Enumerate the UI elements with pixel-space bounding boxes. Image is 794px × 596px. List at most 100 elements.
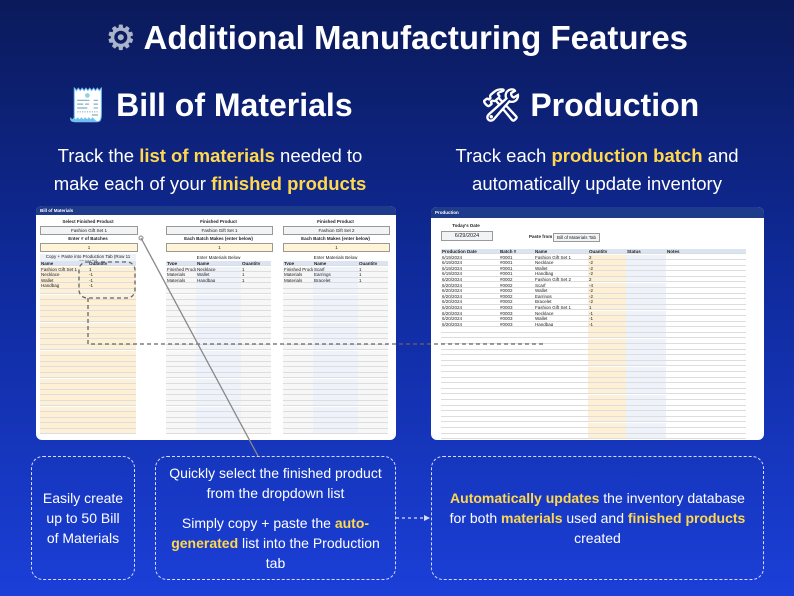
section-title: 🧾 Bill of Materials	[20, 86, 400, 124]
empty-cell	[283, 322, 313, 328]
column-header: Batch #	[499, 249, 534, 255]
empty-cell	[666, 355, 746, 361]
table-cell: -2	[588, 293, 626, 300]
table-cell: 6/19/2024	[441, 254, 499, 260]
empty-cell	[196, 378, 241, 384]
empty-cell	[534, 417, 588, 423]
empty-cell	[313, 350, 358, 356]
empty-cell	[166, 417, 196, 424]
empty-cell	[166, 361, 196, 368]
column-header: Type	[283, 261, 313, 267]
empty-cell	[313, 401, 358, 407]
empty-cell	[626, 377, 666, 384]
empty-cell	[40, 294, 88, 300]
table-cell: Wallet	[534, 265, 588, 272]
empty-cell	[666, 327, 746, 333]
empty-cell	[313, 361, 358, 368]
empty-cell	[88, 378, 136, 384]
empty-cell	[358, 401, 388, 407]
empty-cell	[626, 299, 666, 305]
empty-cell	[626, 321, 666, 328]
callout: Automatically updates the inventory data…	[431, 456, 764, 580]
column-header: Type	[166, 261, 196, 267]
page-title: ⚙ Additional Manufacturing Features	[0, 18, 794, 57]
table-cell: Fashion Gift Set 1	[534, 254, 588, 260]
field-label: Enter # of Batches	[68, 236, 108, 241]
empty-cell	[441, 327, 499, 333]
text-run: needed to	[274, 145, 363, 166]
empty-cell	[313, 356, 358, 362]
empty-cell	[358, 378, 388, 384]
table-cell: Wallet	[534, 288, 588, 294]
empty-cell	[441, 338, 499, 344]
empty-cell	[441, 394, 499, 400]
empty-cell	[358, 317, 388, 323]
table-cell: 6/20/2024	[441, 299, 499, 305]
empty-cell	[166, 378, 196, 384]
empty-cell	[313, 429, 358, 435]
empty-cell	[499, 405, 534, 412]
empty-cell	[588, 394, 626, 400]
empty-cell	[626, 389, 666, 395]
text-run: and	[702, 145, 739, 166]
empty-cell	[534, 428, 588, 434]
empty-cell	[358, 339, 388, 345]
table-cell: 1	[88, 266, 136, 272]
empty-cell	[441, 417, 499, 423]
empty-cell	[196, 333, 241, 340]
field-label: Finished Product	[200, 219, 237, 224]
description-line: make each of your finished products	[10, 170, 410, 198]
table-cell: Handbag	[40, 283, 88, 289]
empty-cell	[283, 361, 313, 368]
empty-cell	[40, 322, 88, 328]
empty-cell	[626, 333, 666, 339]
table-cell: Handbag	[196, 277, 241, 284]
empty-cell	[499, 383, 534, 389]
dropdown: Fashion Gift Set 1	[166, 226, 273, 235]
paste-button[interactable]: Bill of Materials Tab	[553, 233, 600, 242]
empty-cell	[626, 400, 666, 406]
empty-cell	[241, 333, 271, 340]
empty-cell	[358, 305, 388, 312]
empty-cell	[166, 311, 196, 317]
empty-cell	[499, 433, 534, 440]
empty-cell	[196, 412, 241, 418]
callout: Quickly select the finished product from…	[155, 456, 396, 580]
empty-cell	[534, 383, 588, 389]
empty-cell	[626, 422, 666, 428]
empty-cell	[40, 311, 88, 317]
table-cell: -1	[88, 283, 136, 289]
empty-cell	[358, 423, 388, 429]
empty-cell	[666, 428, 746, 434]
table-cell: Materials	[166, 272, 196, 278]
table-cell: #0002	[499, 293, 534, 300]
empty-cell	[534, 372, 588, 378]
empty-cell	[666, 422, 746, 428]
empty-cell	[358, 333, 388, 340]
table-cell: Earrings	[534, 293, 588, 300]
empty-cell	[40, 373, 88, 379]
empty-cell	[666, 316, 746, 322]
empty-cell	[358, 289, 388, 295]
empty-cell	[88, 322, 136, 328]
empty-cell	[241, 406, 271, 412]
empty-cell	[283, 350, 313, 356]
table-cell: #0002	[499, 282, 534, 288]
empty-cell	[166, 328, 196, 334]
empty-cell	[358, 373, 388, 379]
table-cell: Finished Product	[166, 266, 196, 272]
empty-cell	[283, 412, 313, 418]
empty-cell	[40, 406, 88, 412]
empty-cell	[88, 406, 136, 412]
empty-cell	[313, 406, 358, 412]
highlighted-text: auto-generated	[171, 515, 370, 551]
empty-cell	[88, 328, 136, 334]
empty-cell	[358, 406, 388, 412]
empty-cell	[666, 321, 746, 328]
empty-cell	[283, 283, 313, 289]
empty-cell	[626, 349, 666, 356]
empty-cell	[196, 401, 241, 407]
table-cell: Handbag	[534, 321, 588, 328]
empty-cell	[283, 300, 313, 306]
